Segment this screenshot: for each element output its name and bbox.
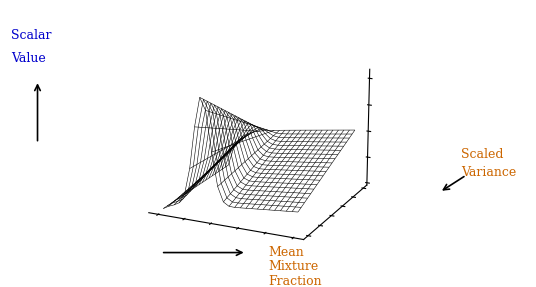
Text: Fraction: Fraction	[268, 275, 322, 287]
Text: Mean: Mean	[268, 246, 304, 259]
Text: Mixture: Mixture	[268, 260, 318, 274]
Text: Value: Value	[11, 52, 46, 65]
Text: Scalar: Scalar	[11, 29, 51, 42]
Text: Variance: Variance	[461, 166, 516, 179]
Text: Scaled: Scaled	[461, 148, 503, 162]
